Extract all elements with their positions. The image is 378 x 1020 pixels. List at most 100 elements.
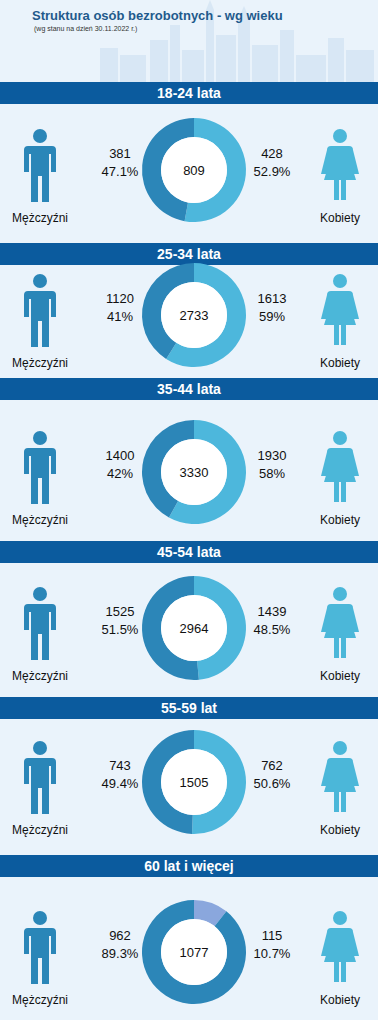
skyline-building (238, 20, 250, 82)
count-label: 762 (261, 758, 283, 773)
icon-body (321, 291, 359, 345)
count-label: 115 (262, 928, 283, 943)
count-label: 1120 (106, 291, 134, 306)
total-label: 2964 (180, 621, 209, 636)
icon-body (321, 758, 359, 812)
skyline-building (328, 38, 344, 82)
woman-icon (321, 431, 359, 502)
percent-label: 47.1% (102, 164, 139, 179)
icon-body (321, 928, 359, 982)
woman-icon (321, 587, 359, 658)
age-group-chart: 18-24 lata80938147.1%Mężczyźni42852.9%Ko… (0, 82, 378, 225)
percent-label: 10.7% (254, 946, 291, 961)
count-label: 428 (261, 146, 283, 161)
skyline-building (100, 48, 118, 82)
man-icon (24, 587, 56, 660)
icon-head (33, 741, 47, 755)
category-label: Kobiety (320, 356, 360, 370)
man-icon (24, 274, 56, 347)
percent-label: 58% (259, 466, 285, 481)
donut-hole (161, 749, 227, 815)
section-band (0, 243, 378, 265)
icon-head (333, 741, 347, 755)
icon-body (24, 604, 56, 660)
icon-body (24, 448, 56, 504)
age-group-chart: 35-44 lata3330140042%Mężczyźni193058%Kob… (0, 378, 378, 527)
total-label: 1077 (180, 945, 209, 960)
percent-label: 59% (259, 309, 285, 324)
percent-label: 41% (107, 309, 133, 324)
donut-hole (161, 282, 227, 348)
skyline-building (170, 25, 180, 82)
total-label: 3330 (180, 465, 209, 480)
total-label: 1505 (180, 775, 209, 790)
skyline-building (182, 50, 204, 82)
icon-body (321, 604, 359, 658)
icon-head (33, 431, 47, 445)
count-label: 1930 (258, 448, 287, 463)
icon-head (333, 274, 347, 288)
man-icon (24, 129, 56, 202)
category-label: Kobiety (320, 669, 360, 683)
icon-body (24, 146, 56, 202)
count-label: 1525 (106, 604, 135, 619)
total-label: 809 (183, 163, 205, 178)
icon-body (24, 928, 56, 984)
section-band (0, 82, 378, 104)
woman-icon (321, 129, 359, 200)
man-icon (24, 911, 56, 984)
donut-hole (161, 439, 227, 505)
count-label: 381 (109, 146, 131, 161)
donut-hole (161, 137, 227, 203)
skyline-building (216, 35, 236, 82)
category-label: Mężczyźni (12, 356, 68, 370)
woman-icon (321, 741, 359, 812)
icon-head (33, 587, 47, 601)
category-label: Mężczyźni (12, 513, 68, 527)
category-label: Mężczyźni (12, 823, 68, 837)
percent-label: 89.3% (102, 946, 139, 961)
percent-label: 49.4% (102, 776, 139, 791)
icon-body (321, 146, 359, 200)
icon-head (333, 431, 347, 445)
section-title: 45-54 lata (157, 544, 221, 560)
donut-slice (142, 900, 246, 1004)
section-band (0, 541, 378, 563)
section-band (0, 855, 378, 877)
icon-head (33, 274, 47, 288)
age-group-chart: 45-54 lata2964152551.5%Mężczyźni143948.5… (0, 541, 378, 683)
count-label: 1613 (258, 291, 287, 306)
icon-head (333, 587, 347, 601)
percent-label: 42% (107, 466, 133, 481)
category-label: Kobiety (320, 211, 360, 225)
icon-head (33, 129, 47, 143)
category-label: Kobiety (320, 993, 360, 1007)
donut-hole (161, 919, 227, 985)
count-label: 743 (109, 758, 131, 773)
section-band (0, 697, 378, 719)
icon-body (321, 448, 359, 502)
category-label: Mężczyźni (12, 669, 68, 683)
icon-head (333, 911, 347, 925)
icon-body (24, 758, 56, 814)
subtitle: (wg stanu na dzień 30.11.2022 r.) (34, 25, 137, 33)
skyline-building (150, 40, 168, 82)
total-label: 2733 (180, 308, 209, 323)
section-title: 25-34 lata (157, 246, 221, 262)
count-label: 1400 (106, 448, 135, 463)
skyline-building (252, 45, 278, 82)
percent-label: 50.6% (254, 776, 291, 791)
section-title: 55-59 lat (161, 700, 217, 716)
section-title: 18-24 lata (157, 85, 221, 101)
man-icon (24, 741, 56, 814)
section-band (0, 378, 378, 400)
category-label: Mężczyźni (12, 993, 68, 1007)
infographic: Struktura osób bezrobotnych - wg wieku(w… (0, 0, 378, 1020)
woman-icon (321, 274, 359, 345)
age-group-chart: 60 lat i więcej107796289.3%Mężczyźni1151… (0, 855, 378, 1007)
skyline-building (346, 50, 374, 82)
percent-label: 52.9% (254, 164, 291, 179)
icon-body (24, 291, 56, 347)
age-group-chart: 25-34 lata 2733 1120 41% Mężczyźni 1613 59% Kob… (0, 243, 378, 370)
donut-hole (161, 595, 227, 661)
